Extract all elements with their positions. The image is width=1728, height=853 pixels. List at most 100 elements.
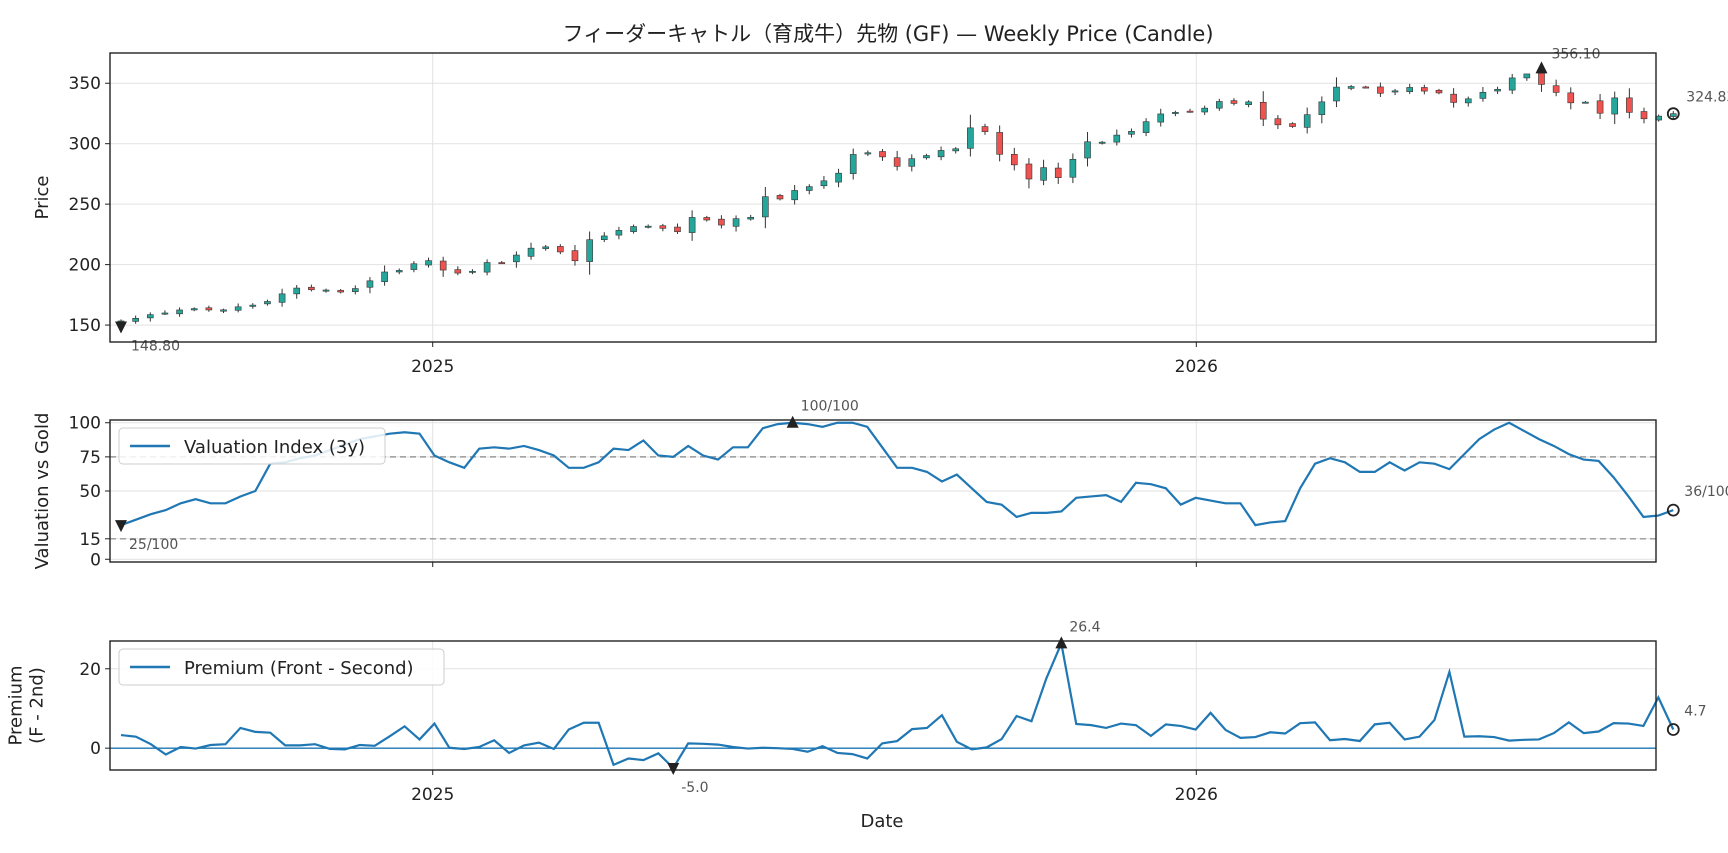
candle-body-up xyxy=(425,260,432,266)
y-axis-label: Premium xyxy=(6,665,27,745)
candle-body-up xyxy=(1479,91,1487,99)
candle-body-up xyxy=(864,152,872,155)
legend: Premium (Front - Second) xyxy=(118,648,445,686)
candle-body-up xyxy=(1523,73,1531,79)
last-marker xyxy=(1666,107,1680,121)
candle-body-up xyxy=(630,226,637,232)
max-annotation: 26.4 xyxy=(1069,619,1100,635)
candle-body-up xyxy=(395,270,403,273)
max-marker xyxy=(786,415,799,428)
last-marker xyxy=(1666,723,1680,736)
min-marker xyxy=(115,321,127,334)
candle-body-up xyxy=(967,127,974,149)
candle-body-down xyxy=(879,151,886,158)
candle-body-up xyxy=(1245,101,1252,105)
candle-body-down xyxy=(981,126,989,132)
candle-body-up xyxy=(542,246,549,249)
candle-body-up xyxy=(293,287,301,295)
candle-body-down xyxy=(1054,167,1062,178)
candle-body-up xyxy=(322,289,330,292)
last-annotation: 36/100 xyxy=(1684,484,1728,500)
last-marker xyxy=(1666,503,1680,517)
candle-body-up xyxy=(278,293,286,303)
max-annotation: 356.10 xyxy=(1551,46,1600,62)
candle-body-down xyxy=(718,218,725,226)
y-tick-label: 0 xyxy=(90,739,101,759)
min-annotation: 25/100 xyxy=(129,537,178,553)
candle-body-down xyxy=(776,195,784,200)
candle-body-up xyxy=(352,288,359,292)
candle-body-up xyxy=(146,314,154,319)
candle-body-up xyxy=(1216,101,1223,109)
candle-body-up xyxy=(1347,86,1355,89)
y-axis-label: (F - 2nd) xyxy=(27,667,48,744)
x-tick-label: 2026 xyxy=(1175,785,1218,805)
candle-body-up xyxy=(1084,141,1091,159)
candle-body-up xyxy=(923,155,930,159)
candle-body-down xyxy=(1377,86,1384,94)
legend-label: Premium (Front - Second) xyxy=(184,658,414,679)
candle-body-down xyxy=(1552,85,1560,93)
candle-body-down xyxy=(337,290,344,293)
candle-body-up xyxy=(1464,98,1472,104)
x-axis-label: Date xyxy=(860,811,903,832)
x-tick-label: 2026 xyxy=(1175,357,1218,377)
min-marker xyxy=(115,520,127,533)
candle-body-up xyxy=(513,254,520,263)
max-annotation: 100/100 xyxy=(801,399,859,415)
candle-body-down xyxy=(1186,110,1194,113)
candle-body-down xyxy=(308,286,315,291)
legend: Valuation Index (3y) xyxy=(118,427,386,465)
y-axis-label: Price xyxy=(32,176,53,220)
candle-body-up xyxy=(644,225,652,228)
candle-body-up xyxy=(835,172,842,183)
y-axis-label: Valuation vs Gold xyxy=(32,413,53,570)
y-tick-label: 250 xyxy=(69,195,101,215)
x-tick-label: 2025 xyxy=(411,785,454,805)
candle-body-up xyxy=(1172,112,1179,114)
plot-frame xyxy=(109,640,1657,771)
candle-body-up xyxy=(1113,134,1121,143)
candle-body-down xyxy=(454,269,462,274)
candle-body-down xyxy=(1596,100,1604,114)
candle-body-down xyxy=(996,132,1003,155)
candle-body-down xyxy=(1435,89,1443,94)
candle-body-down xyxy=(703,217,711,221)
candle-body-down xyxy=(1025,163,1033,180)
y-tick-label: 350 xyxy=(69,74,101,94)
candle-body-down xyxy=(1362,86,1370,89)
candle-body-up xyxy=(249,304,257,307)
price-panel: 150 200 250 300 350 Price 356.10 148.80 324.83 20… xyxy=(32,46,1728,377)
candle-body-up xyxy=(732,218,740,227)
candle-body-down xyxy=(674,226,681,233)
candle-body-up xyxy=(615,230,623,236)
candle-body-up xyxy=(791,190,798,201)
candle-body-up xyxy=(161,312,169,315)
y-tick-label: 75 xyxy=(79,448,101,468)
premium-panel: 0 20 Premium (F - 2nd) 26.4 -5.0 4.7 Premium (F… xyxy=(6,619,1707,832)
min-marker xyxy=(667,763,680,776)
max-marker xyxy=(1535,61,1548,74)
candle-body-up xyxy=(381,271,388,282)
candle-body-up xyxy=(1040,167,1047,181)
candle-body-down xyxy=(1450,93,1457,103)
candle-body-up xyxy=(1069,158,1077,178)
candle-body-up xyxy=(366,280,374,288)
candle-body-up xyxy=(586,239,593,262)
y-tick-label: 15 xyxy=(79,530,101,550)
candle-body-up xyxy=(176,309,183,315)
candle-body-up xyxy=(469,270,476,273)
candle-body-down xyxy=(205,307,213,311)
candle-body-up xyxy=(1303,114,1311,128)
legend-label: Valuation Index (3y) xyxy=(184,437,365,458)
candle-body-up xyxy=(1406,87,1413,92)
candle-body-up xyxy=(1142,121,1150,133)
candle-body-up xyxy=(527,247,535,257)
candle-body-down xyxy=(498,262,506,265)
candle-body-down xyxy=(1567,92,1575,104)
candle-body-down xyxy=(1421,87,1428,92)
y-tick-label: 150 xyxy=(69,316,101,336)
candle-body-up xyxy=(1318,101,1326,115)
